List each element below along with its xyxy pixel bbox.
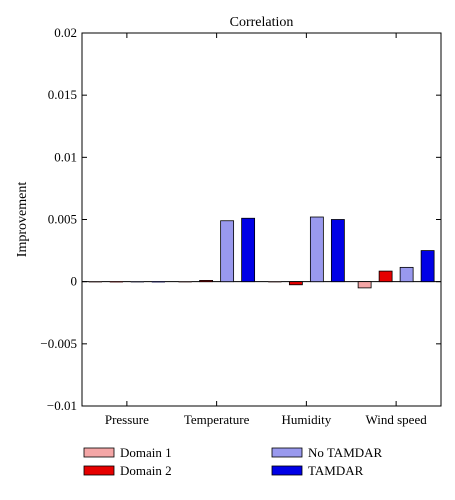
x-tick-label: Humidity <box>281 412 331 427</box>
x-tick-label: Wind speed <box>366 412 428 427</box>
y-tick-label: −0.005 <box>40 336 77 351</box>
legend-swatch <box>271 447 303 458</box>
bar-domain-2-temperature <box>199 280 214 283</box>
y-tick-label: 0 <box>71 274 78 289</box>
x-axis-ticks: Pressure Temperature Humidity Wind speed <box>105 33 427 427</box>
bar-tamdar-temperature <box>241 217 256 283</box>
bar-no-tamdar-pressure <box>130 281 145 283</box>
bar-no-tamdar-humidity <box>309 216 324 283</box>
bar-domain-2-pressure <box>109 281 124 283</box>
y-axis-ticks: −0.01 −0.005 0 0.005 0.01 0.015 0.02 <box>40 25 441 413</box>
bar-tamdar-humidity <box>330 219 345 283</box>
bar-domain-1-humidity <box>268 281 282 283</box>
x-tick-label: Pressure <box>105 412 149 427</box>
legend-swatch <box>271 465 303 476</box>
legend: Domain 1 Domain 2 No TAMDAR TAMDAR <box>83 445 383 478</box>
y-tick-label: 0.02 <box>54 25 77 40</box>
y-tick-label: 0.005 <box>48 212 77 227</box>
bar-domain-1-temperature <box>178 281 192 283</box>
chart-title: Correlation <box>230 15 294 30</box>
bar-no-tamdar-temperature <box>220 220 235 283</box>
bars <box>88 216 435 289</box>
legend-label: Domain 1 <box>120 445 172 460</box>
legend-swatch <box>83 447 115 458</box>
legend-label: No TAMDAR <box>308 445 383 460</box>
y-axis-label: Improvement <box>15 182 30 258</box>
bar-domain-2-wind-speed <box>378 270 393 283</box>
legend-label: TAMDAR <box>308 463 364 478</box>
bar-no-tamdar-wind-speed <box>399 266 414 283</box>
y-tick-label: 0.015 <box>48 87 77 102</box>
bar-tamdar-pressure <box>151 281 166 283</box>
legend-label: Domain 2 <box>120 463 172 478</box>
legend-swatch <box>83 465 115 476</box>
bar-domain-1-wind-speed <box>357 281 372 289</box>
y-tick-label: 0.01 <box>54 149 77 164</box>
bar-tamdar-wind-speed <box>420 250 435 283</box>
bar-domain-1-pressure <box>88 281 103 283</box>
y-tick-label: −0.01 <box>47 398 77 413</box>
x-tick-label: Temperature <box>184 412 250 427</box>
bar-domain-2-humidity <box>288 281 303 286</box>
plot-frame <box>81 32 442 407</box>
